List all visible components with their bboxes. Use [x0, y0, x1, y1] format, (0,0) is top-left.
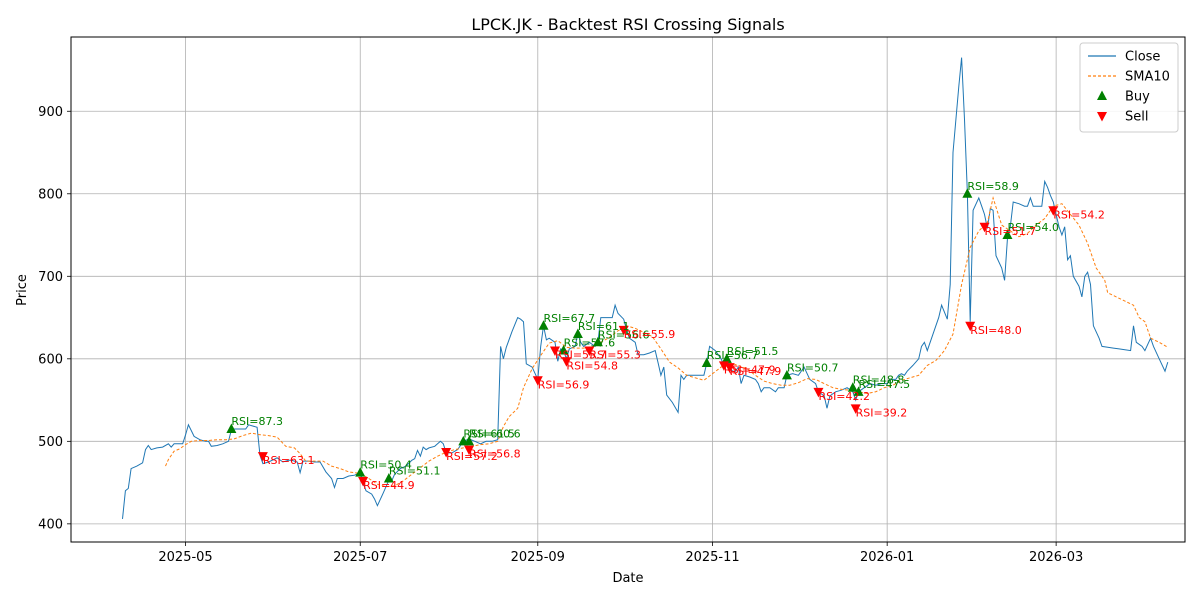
sell-signal-label: RSI=56.9	[538, 378, 590, 391]
y-tick-label: 900	[38, 105, 63, 120]
buy-marker	[962, 188, 973, 198]
sell-marker	[979, 222, 990, 233]
sell-signal-label: RSI=55.9	[624, 328, 676, 341]
buy-marker	[592, 336, 603, 347]
buy-signal-label: RSI=56.6	[598, 328, 650, 341]
y-tick-label: 600	[38, 352, 63, 367]
x-tick-label: 2026-03	[1029, 550, 1083, 565]
legend: Close SMA10 Buy Sell	[1079, 42, 1179, 133]
sell-marker	[813, 387, 824, 398]
buy-signal-label: RSI=50.7	[787, 361, 839, 374]
legend-label-close: Close	[1125, 50, 1160, 65]
sell-marker	[1048, 206, 1059, 216]
sell-marker	[464, 445, 475, 456]
buy-signal-label: RSI=56.7	[707, 349, 759, 362]
sell-marker	[358, 476, 369, 487]
buy-marker	[558, 345, 569, 355]
sell-marker	[532, 376, 543, 386]
sell-marker	[561, 357, 572, 367]
sell-signal-label: RSI=47.9	[724, 363, 776, 376]
buy-signal-label: RSI=58.9	[967, 180, 1019, 193]
buy-signal-label: RSI=61.1	[578, 320, 630, 333]
legend-buy-swatch	[1097, 90, 1107, 100]
sell-signal-label: RSI=44.9	[363, 479, 415, 492]
sell-signal-label: RSI=48.0	[970, 324, 1022, 337]
buy-marker	[464, 435, 475, 446]
buy-signal-label: RSI=50.4	[360, 459, 412, 472]
sell-signal-label: RSI=57.2	[446, 450, 498, 463]
close-series-line	[122, 57, 1169, 519]
buy-marker	[355, 467, 366, 477]
x-tick-label: 2025-05	[158, 550, 212, 565]
y-tick-label: 500	[38, 435, 63, 450]
x-tick-label: 2025-09	[511, 550, 565, 565]
y-tick-label: 800	[38, 187, 63, 202]
grid	[71, 37, 1185, 542]
buy-signal-label: RSI=67.7	[544, 312, 596, 325]
buy-marker	[781, 369, 792, 380]
signal-markers	[226, 188, 1059, 487]
buy-marker	[538, 320, 549, 330]
buy-marker	[721, 353, 732, 363]
buy-marker	[847, 382, 858, 392]
buy-signal-label: RSI=60.6	[469, 427, 521, 440]
sell-signal-label: RSI=55.7	[555, 349, 607, 362]
buy-signal-label: RSI=54.0	[1007, 221, 1059, 234]
plot-frame	[70, 36, 1186, 543]
buy-marker	[226, 423, 237, 433]
sell-signal-label: RSI=54.2	[1053, 208, 1105, 221]
sell-signal-label: RSI=51.7	[985, 225, 1037, 238]
y-axis-label: Price	[15, 274, 30, 306]
sell-signal-label: RSI=39.2	[856, 406, 908, 419]
buy-marker	[701, 357, 712, 367]
sell-marker	[965, 321, 976, 332]
sell-marker	[724, 363, 735, 373]
x-tick-label: 2026-01	[860, 550, 914, 565]
sell-marker	[618, 325, 629, 336]
sell-signal-label: RSI=55.3	[589, 349, 641, 362]
buy-marker	[383, 472, 394, 483]
buy-signal-label: RSI=87.3	[231, 415, 283, 428]
legend-box	[1079, 42, 1179, 133]
x-tick-label: 2025-07	[333, 550, 387, 565]
buy-signal-label: RSI=51.5	[727, 345, 779, 358]
sell-marker	[549, 346, 560, 357]
sell-signal-label: RSI=63.1	[263, 454, 315, 467]
sell-marker	[257, 452, 268, 462]
sell-marker	[441, 448, 452, 458]
legend-sell-swatch	[1097, 112, 1107, 122]
y-tick-label: 700	[38, 270, 63, 285]
buy-marker	[853, 386, 864, 396]
sell-signal-label: RSI=54.8	[566, 359, 618, 372]
sell-signal-label: RSI=47.9	[730, 365, 782, 378]
sma10-series-line	[165, 195, 1169, 488]
buy-signal-label: RSI=47.5	[859, 378, 911, 391]
legend-label-sma10: SMA10	[1125, 70, 1170, 85]
x-axis-label: Date	[612, 571, 643, 586]
buy-signal-label: RSI=51.1	[389, 464, 441, 477]
series-layer	[122, 57, 1169, 519]
sell-signal-label: RSI=42.2	[818, 390, 870, 403]
axis-ticks: 2025-05 2025-07 2025-09 2025-11 2026-01 2026-…	[38, 105, 1083, 565]
buy-signal-label: RSI=48.8	[853, 374, 905, 387]
chart-title: LPCK.JK - Backtest RSI Crossing Signals	[471, 15, 784, 34]
buy-signal-label: RSI=61.5	[463, 427, 515, 440]
buy-signal-label: RSI=57.6	[564, 337, 616, 350]
x-tick-label: 2025-11	[685, 550, 739, 565]
sell-marker	[584, 346, 595, 357]
buy-marker	[572, 328, 583, 339]
sell-signal-label: RSI=56.8	[469, 448, 521, 461]
buy-marker	[1002, 229, 1013, 240]
legend-label-buy: Buy	[1125, 90, 1150, 105]
sell-marker	[850, 404, 861, 414]
legend-label-sell: Sell	[1125, 110, 1148, 125]
y-tick-label: 400	[38, 517, 63, 532]
